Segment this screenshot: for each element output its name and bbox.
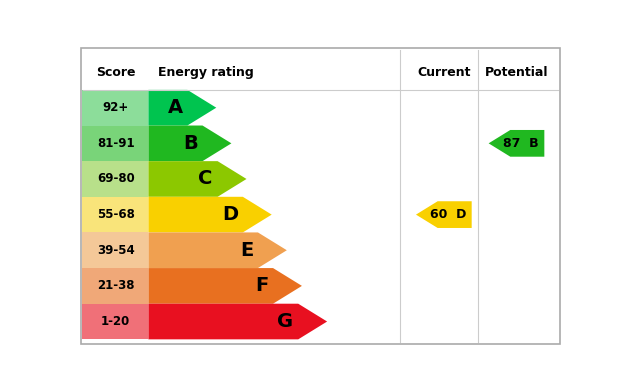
Polygon shape [148,161,246,197]
Polygon shape [148,197,272,232]
Bar [82,161,148,197]
Text: 81-91: 81-91 [97,137,134,150]
Text: F: F [255,276,268,295]
Polygon shape [148,90,216,126]
Text: 69-80: 69-80 [97,173,134,185]
Bar [82,197,148,232]
Polygon shape [148,126,231,161]
Text: 55-68: 55-68 [97,208,134,221]
Text: 60  D: 60 D [430,208,466,221]
Text: C: C [198,170,212,189]
Polygon shape [148,304,327,340]
Polygon shape [148,232,287,268]
Text: 92+: 92+ [102,101,129,114]
Text: G: G [278,312,293,331]
Text: 39-54: 39-54 [97,244,134,257]
Bar [82,232,148,268]
Text: 1-20: 1-20 [101,315,130,328]
Text: Current: Current [417,66,471,79]
Bar [82,126,148,161]
Text: D: D [222,205,238,224]
Polygon shape [148,268,302,304]
Text: E: E [240,241,253,260]
Polygon shape [489,130,544,157]
Polygon shape [416,201,472,228]
Text: A: A [168,98,182,117]
Text: B: B [183,134,198,153]
Text: 21-38: 21-38 [97,279,134,293]
Bar [82,304,148,340]
Text: Score: Score [96,66,136,79]
Bar [82,268,148,304]
Text: 87  B: 87 B [503,137,539,150]
Text: Energy rating: Energy rating [158,66,254,79]
Text: Potential: Potential [485,66,548,79]
Bar [82,90,148,126]
